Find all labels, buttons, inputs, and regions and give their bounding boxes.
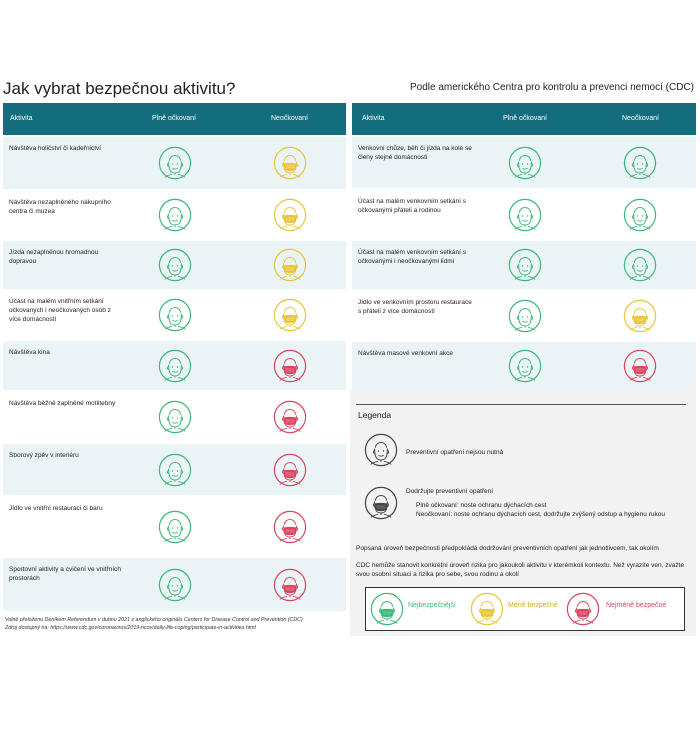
activity-label: Návštěva kina <box>9 349 50 356</box>
legend-unvaccinated-note: Neočkovaní: noste ochranu dýchacích cest… <box>416 511 665 518</box>
legend-cdc-note: CDC nemůže stanovit konkrétní úroveň riz… <box>356 562 685 578</box>
green-face-icon <box>508 198 542 232</box>
red-face-icon <box>273 349 307 383</box>
masked-face-icon <box>364 486 398 520</box>
table-row: Sborový zpěv v interiéru <box>3 444 346 495</box>
activity-label: Jízda nezaplněnou hromadnou dopravou <box>9 249 99 265</box>
scale-least-safe: Nejméně bezpečné <box>606 602 667 609</box>
legend-keep-measures: Dodržujte preventivní opatření <box>406 488 494 495</box>
right-table-header: Aktivita Plně očkovaní Neočkovaní <box>352 103 696 135</box>
yellow-face-icon <box>273 146 307 180</box>
red-face-icon <box>273 568 307 602</box>
green-face-icon <box>158 349 192 383</box>
header-vaccinated: Plně očkovaní <box>503 115 547 122</box>
header-activity: Aktivita <box>10 115 33 122</box>
table-row: Návštěva kina <box>3 341 346 390</box>
scale-less-safe: Méně bezpečné <box>508 602 558 609</box>
table-row: Jízda nezaplněnou hromadnou dopravou <box>3 241 346 289</box>
green-face-icon <box>158 400 192 434</box>
footnote-source: Zdroj dostupný na: https://www.cdc.gov/c… <box>5 625 256 631</box>
page-title: Jak vybrat bezpečnou aktivitu? <box>3 79 236 98</box>
yellow-face-icon <box>273 248 307 282</box>
yellow-masked-face-icon <box>470 592 504 626</box>
green-face-icon <box>623 198 657 232</box>
risk-scale: Nejbezpečnější Méně bezpečné Nejméně bez… <box>365 587 685 631</box>
green-face-icon <box>508 146 542 180</box>
green-face-icon <box>158 453 192 487</box>
red-face-icon <box>273 453 307 487</box>
table-row: Venkovní chůze, běh či jízda na kole se … <box>352 137 696 188</box>
table-row: Sportovní aktivity a cvičení ve vnitřníc… <box>3 558 346 611</box>
activity-label: Účast na malém venkovním setkání s očkov… <box>358 249 467 265</box>
legend-no-measures: Preventivní opatření nejsou nutná <box>406 449 504 456</box>
legend-title: Legenda <box>358 410 392 420</box>
activity-label: Návštěva běžně zaplněné motlitebny <box>9 400 116 407</box>
green-face-icon <box>623 248 657 282</box>
activity-label: Sportovní aktivity a cvičení ve vnitřníc… <box>9 566 121 582</box>
table-row: Jídlo ve venkovním prostoru restaurace s… <box>352 291 696 340</box>
activity-label: Účast na malém vnitřním setkání očkovaný… <box>9 298 111 323</box>
red-face-icon <box>273 510 307 544</box>
table-row: Návštěva běžně zaplněné motlitebny <box>3 392 346 442</box>
green-masked-face-icon <box>370 592 404 626</box>
plain-face-icon <box>364 433 398 467</box>
header-activity: Aktivita <box>362 115 385 122</box>
green-face-icon <box>508 299 542 333</box>
legend-divider <box>356 404 686 405</box>
activity-label: Jídlo ve venkovním prostoru restaurace s… <box>358 299 472 315</box>
table-row: Návštěva holičství či kadeřnictví <box>3 137 346 189</box>
table-row: Jídlo ve vnitřní restauraci či baru <box>3 497 346 556</box>
table-row: Účast na malém venkovním setkání s očkov… <box>352 241 696 289</box>
yellow-face-icon <box>273 298 307 332</box>
header-vaccinated: Plně očkovaní <box>152 115 196 122</box>
header-unvaccinated: Neočkovaní <box>622 115 659 122</box>
red-masked-face-icon <box>566 592 600 626</box>
red-face-icon <box>273 400 307 434</box>
yellow-face-icon <box>623 299 657 333</box>
legend-vaccinated-note: Plně očkovaní: noste ochranu dýchacích c… <box>416 502 547 509</box>
green-face-icon <box>158 568 192 602</box>
scale-safest: Nejbezpečnější <box>408 602 456 609</box>
activity-label: Účast na malém venkovním setkání s očkov… <box>358 198 467 214</box>
legend-panel: Legenda Preventivní opatření nejsou nutn… <box>350 390 696 636</box>
green-face-icon <box>623 146 657 180</box>
page-subtitle: Podle amerického Centra pro kontrolu a p… <box>409 82 694 93</box>
header-unvaccinated: Neočkovaní <box>271 115 308 122</box>
green-face-icon <box>158 298 192 332</box>
activity-label: Návštěva masové venkovní akce <box>358 350 454 357</box>
activity-label: Návštěva nezaplněného nákupního centra č… <box>9 199 111 215</box>
green-face-icon <box>158 248 192 282</box>
footnote: Volně přeloženo Deníkem Referendum v dub… <box>5 616 303 632</box>
yellow-face-icon <box>273 198 307 232</box>
activity-label: Venkovní chůze, běh či jízda na kole se … <box>358 145 472 161</box>
table-row: Účast na malém vnitřním setkání očkovaný… <box>3 290 346 340</box>
red-face-icon <box>623 349 657 383</box>
activity-label: Jídlo ve vnitřní restauraci či baru <box>9 505 103 512</box>
table-row: Účast na malém venkovním setkání s očkov… <box>352 190 696 239</box>
green-face-icon <box>158 146 192 180</box>
green-face-icon <box>158 198 192 232</box>
green-face-icon <box>508 248 542 282</box>
green-face-icon <box>508 349 542 383</box>
activity-label: Sborový zpěv v interiéru <box>9 452 79 459</box>
legend-assumption: Popsaná úroveň bezpečnosti předpokládá d… <box>356 545 659 552</box>
green-face-icon <box>158 510 192 544</box>
footnote-translation: Volně přeloženo Deníkem Referendum v dub… <box>5 617 303 623</box>
activity-label: Návštěva holičství či kadeřnictví <box>9 145 102 152</box>
table-row: Návštěva masové venkovní akce <box>352 342 696 390</box>
left-table-header: Aktivita Plně očkovaní Neočkovaní <box>3 103 346 135</box>
table-row: Návštěva nezaplněného nákupního centra č… <box>3 191 346 239</box>
